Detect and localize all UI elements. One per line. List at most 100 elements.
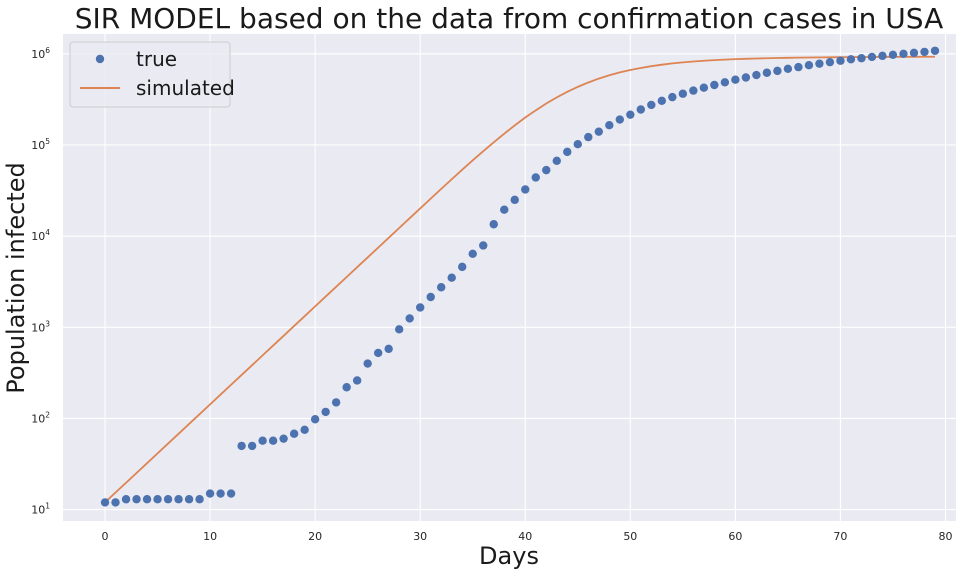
- legend-label-simulated: simulated: [136, 76, 235, 100]
- true-data-point: [615, 115, 625, 124]
- true-data-point: [279, 434, 288, 443]
- true-data-point: [909, 48, 919, 58]
- true-data-point: [437, 283, 446, 292]
- x-tick-label: 80: [938, 530, 952, 543]
- x-tick-label: 30: [413, 530, 427, 543]
- true-data-point: [804, 61, 814, 70]
- y-tick-label: 105: [31, 137, 50, 152]
- true-data-point: [184, 495, 194, 504]
- true-data-point: [216, 489, 225, 498]
- true-data-point: [741, 73, 751, 82]
- y-tick-label: 103: [31, 319, 50, 334]
- true-data-point: [794, 62, 803, 72]
- true-data-point: [899, 49, 908, 59]
- true-data-point: [163, 495, 173, 504]
- true-data-point: [342, 383, 351, 392]
- simulated-series: [104, 55, 935, 504]
- true-data-point: [867, 52, 877, 62]
- true-data-point: [447, 273, 456, 282]
- true-data-point: [636, 105, 646, 114]
- true-data-point: [689, 86, 698, 95]
- true-data-point: [668, 92, 677, 102]
- x-tick-label: 60: [728, 530, 742, 543]
- true-data-point: [573, 140, 582, 149]
- x-axis-label: Days: [479, 542, 539, 570]
- true-data-point: [310, 415, 320, 424]
- true-data-point: [815, 59, 824, 68]
- true-data-point: [405, 314, 414, 323]
- true-data-point: [268, 436, 278, 445]
- true-data-point: [510, 195, 519, 205]
- true-data-point: [521, 185, 530, 194]
- true-data-point: [710, 80, 719, 90]
- true-data-point: [752, 70, 761, 80]
- y-tick-label: 102: [31, 410, 50, 425]
- legend-label-true: true: [136, 47, 177, 71]
- true-data-point: [100, 498, 110, 507]
- true-data-point: [626, 110, 635, 119]
- true-data-point: [605, 120, 614, 130]
- true-data-point: [289, 429, 299, 438]
- true-data-point: [468, 249, 477, 259]
- true-data-point: [762, 68, 772, 77]
- true-data-point: [489, 220, 498, 229]
- true-data-point: [394, 325, 404, 334]
- true-data-point: [542, 165, 551, 175]
- true-data-point: [426, 292, 435, 302]
- true-data-point: [195, 495, 204, 504]
- true-data-point: [825, 57, 835, 67]
- true-data-point: [205, 489, 215, 498]
- simulated-line: [104, 55, 935, 504]
- true-data-point: [121, 495, 131, 504]
- true-data-point: [132, 495, 141, 504]
- x-tick-label: 70: [833, 530, 847, 543]
- true-data-point: [111, 498, 120, 507]
- true-data-point: [300, 425, 309, 435]
- true-data-point: [174, 495, 183, 504]
- chart-title: SIR MODEL based on the data from confirm…: [75, 2, 944, 35]
- x-axis-ticks: 0 10 20 30 40 50 60 70 80: [102, 530, 953, 543]
- true-data-point: [331, 398, 341, 407]
- true-data-point: [563, 147, 572, 157]
- true-data-point: [920, 47, 929, 57]
- true-data-point: [678, 89, 688, 98]
- true-data-point: [836, 56, 845, 65]
- x-tick-label: 50: [623, 530, 637, 543]
- true-data-point: [258, 436, 267, 445]
- true-data-point: [930, 46, 940, 55]
- y-tick-label: 101: [31, 502, 50, 517]
- plot-area: [63, 34, 956, 521]
- true-data-point: [773, 66, 782, 76]
- true-series: [100, 46, 940, 507]
- true-data-point: [373, 348, 383, 358]
- true-data-point: [857, 54, 866, 63]
- x-tick-label: 10: [203, 530, 217, 543]
- true-data-point: [416, 303, 425, 312]
- true-data-point: [363, 359, 372, 368]
- true-data-point: [153, 495, 162, 504]
- true-data-point: [647, 100, 656, 110]
- true-data-point: [458, 262, 467, 272]
- true-data-point: [479, 241, 488, 250]
- x-tick-label: 0: [102, 530, 109, 543]
- legend-box: [69, 41, 231, 108]
- x-tick-label: 40: [518, 530, 532, 543]
- true-data-point: [247, 441, 257, 451]
- legend: true simulated: [69, 41, 235, 108]
- y-axis-label: Population infected: [2, 162, 30, 393]
- true-data-point: [500, 205, 509, 214]
- y-axis-ticks: 101 102 103 104 105 106: [31, 46, 50, 517]
- true-data-point: [846, 55, 856, 64]
- x-tick-label: 20: [308, 530, 322, 543]
- true-data-point: [384, 344, 393, 354]
- true-data-point: [720, 78, 730, 87]
- true-data-point: [531, 173, 540, 182]
- true-data-point: [594, 127, 603, 136]
- y-tick-label: 106: [31, 46, 50, 61]
- true-data-point: [352, 376, 362, 385]
- true-data-point: [657, 96, 667, 106]
- legend-marker-true: [95, 54, 105, 64]
- true-data-point: [237, 441, 246, 451]
- true-data-point: [888, 50, 898, 60]
